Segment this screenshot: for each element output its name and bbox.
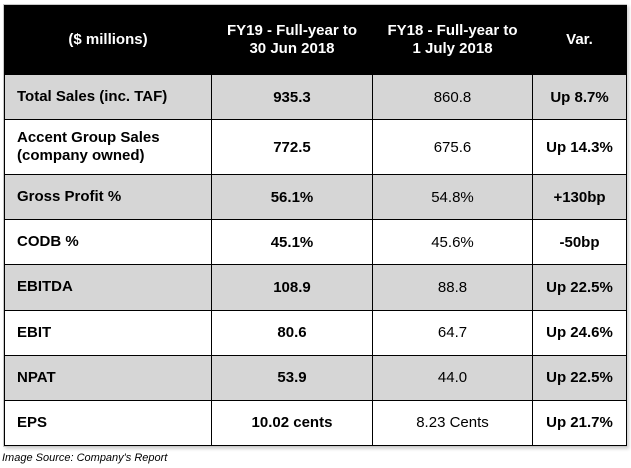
header-cell-variance: Var. (532, 5, 627, 75)
fy18-value: 88.8 (372, 264, 533, 311)
table-row: EBITDA 108.9 88.8 Up 22.5% (4, 264, 627, 311)
variance-value: Up 21.7% (532, 399, 627, 447)
row-label-line: Gross Profit % (17, 188, 122, 206)
financial-table-frame: ($ millions) FY19 - Full-year to 30 Jun … (3, 4, 627, 447)
row-label: EBIT (4, 309, 212, 356)
header-line: ($ millions) (68, 31, 148, 48)
header-cell-fy18: FY18 - Full-year to 1 July 2018 (372, 5, 533, 75)
row-label-line: EBIT (17, 323, 52, 341)
row-label-line: CODB % (17, 233, 79, 251)
fy19-value: 772.5 (211, 119, 373, 176)
row-label: Total Sales (inc. TAF) (4, 73, 212, 121)
fy19-value: 53.9 (211, 354, 373, 401)
row-label: NPAT (4, 354, 212, 401)
image-source-caption: Image Source: Company's Report (2, 452, 168, 464)
fy18-value: 64.7 (372, 309, 533, 356)
variance-value: Up 14.3% (532, 119, 627, 176)
row-label: EPS (4, 399, 212, 447)
table-body: Total Sales (inc. TAF) 935.3 860.8 Up 8.7% A… (4, 73, 627, 447)
table-row: EBIT 80.6 64.7 Up 24.6% (4, 309, 627, 356)
fy19-value: 935.3 (211, 73, 373, 121)
header-row: ($ millions) FY19 - Full-year to 30 Jun … (4, 5, 627, 75)
row-label-line: Accent Group Sales (17, 129, 160, 147)
fy18-value: 8.23 Cents (372, 399, 533, 447)
row-label: EBITDA (4, 264, 212, 311)
row-label-line: Total Sales (inc. TAF) (17, 88, 168, 106)
variance-value: Up 8.7% (532, 73, 627, 121)
fy19-value: 45.1% (211, 219, 373, 266)
variance-value: Up 22.5% (532, 354, 627, 401)
row-label: Accent Group Sales (company owned) (4, 119, 212, 176)
table-row: Total Sales (inc. TAF) 935.3 860.8 Up 8.7% (4, 73, 627, 121)
table-row: EPS 10.02 cents 8.23 Cents Up 21.7% (4, 399, 627, 447)
header-cell-fy19: FY19 - Full-year to 30 Jun 2018 (211, 5, 373, 75)
row-label: CODB % (4, 219, 212, 266)
row-label-line: EPS (17, 413, 48, 431)
row-label: Gross Profit % (4, 174, 212, 221)
header-line: Var. (566, 31, 593, 48)
table-row: CODB % 45.1% 45.6% -50bp (4, 219, 627, 266)
fy18-value: 860.8 (372, 73, 533, 121)
row-label-line: (company owned) (17, 147, 145, 165)
variance-value: Up 24.6% (532, 309, 627, 356)
variance-value: Up 22.5% (532, 264, 627, 311)
header-line: 30 Jun 2018 (249, 40, 335, 57)
header-line: FY18 - Full-year to (387, 22, 518, 39)
fy18-value: 675.6 (372, 119, 533, 176)
fy18-value: 54.8% (372, 174, 533, 221)
table-row: Accent Group Sales (company owned) 772.5 67… (4, 119, 627, 176)
fy19-value: 108.9 (211, 264, 373, 311)
header-line: 1 July 2018 (412, 40, 493, 57)
fy18-value: 45.6% (372, 219, 533, 266)
fy19-value: 80.6 (211, 309, 373, 356)
table-row: NPAT 53.9 44.0 Up 22.5% (4, 354, 627, 401)
fy18-value: 44.0 (372, 354, 533, 401)
variance-value: -50bp (532, 219, 627, 266)
row-label-line: NPAT (17, 368, 56, 386)
table-row: Gross Profit % 56.1% 54.8% +130bp (4, 174, 627, 221)
header-line: FY19 - Full-year to (226, 22, 358, 39)
row-label-line: EBITDA (17, 278, 73, 296)
header-cell-units: ($ millions) (4, 5, 212, 75)
fy19-value: 56.1% (211, 174, 373, 221)
financial-results-table: ($ millions) FY19 - Full-year to 30 Jun … (4, 5, 627, 447)
variance-value: +130bp (532, 174, 627, 221)
fy19-value: 10.02 cents (211, 399, 373, 447)
